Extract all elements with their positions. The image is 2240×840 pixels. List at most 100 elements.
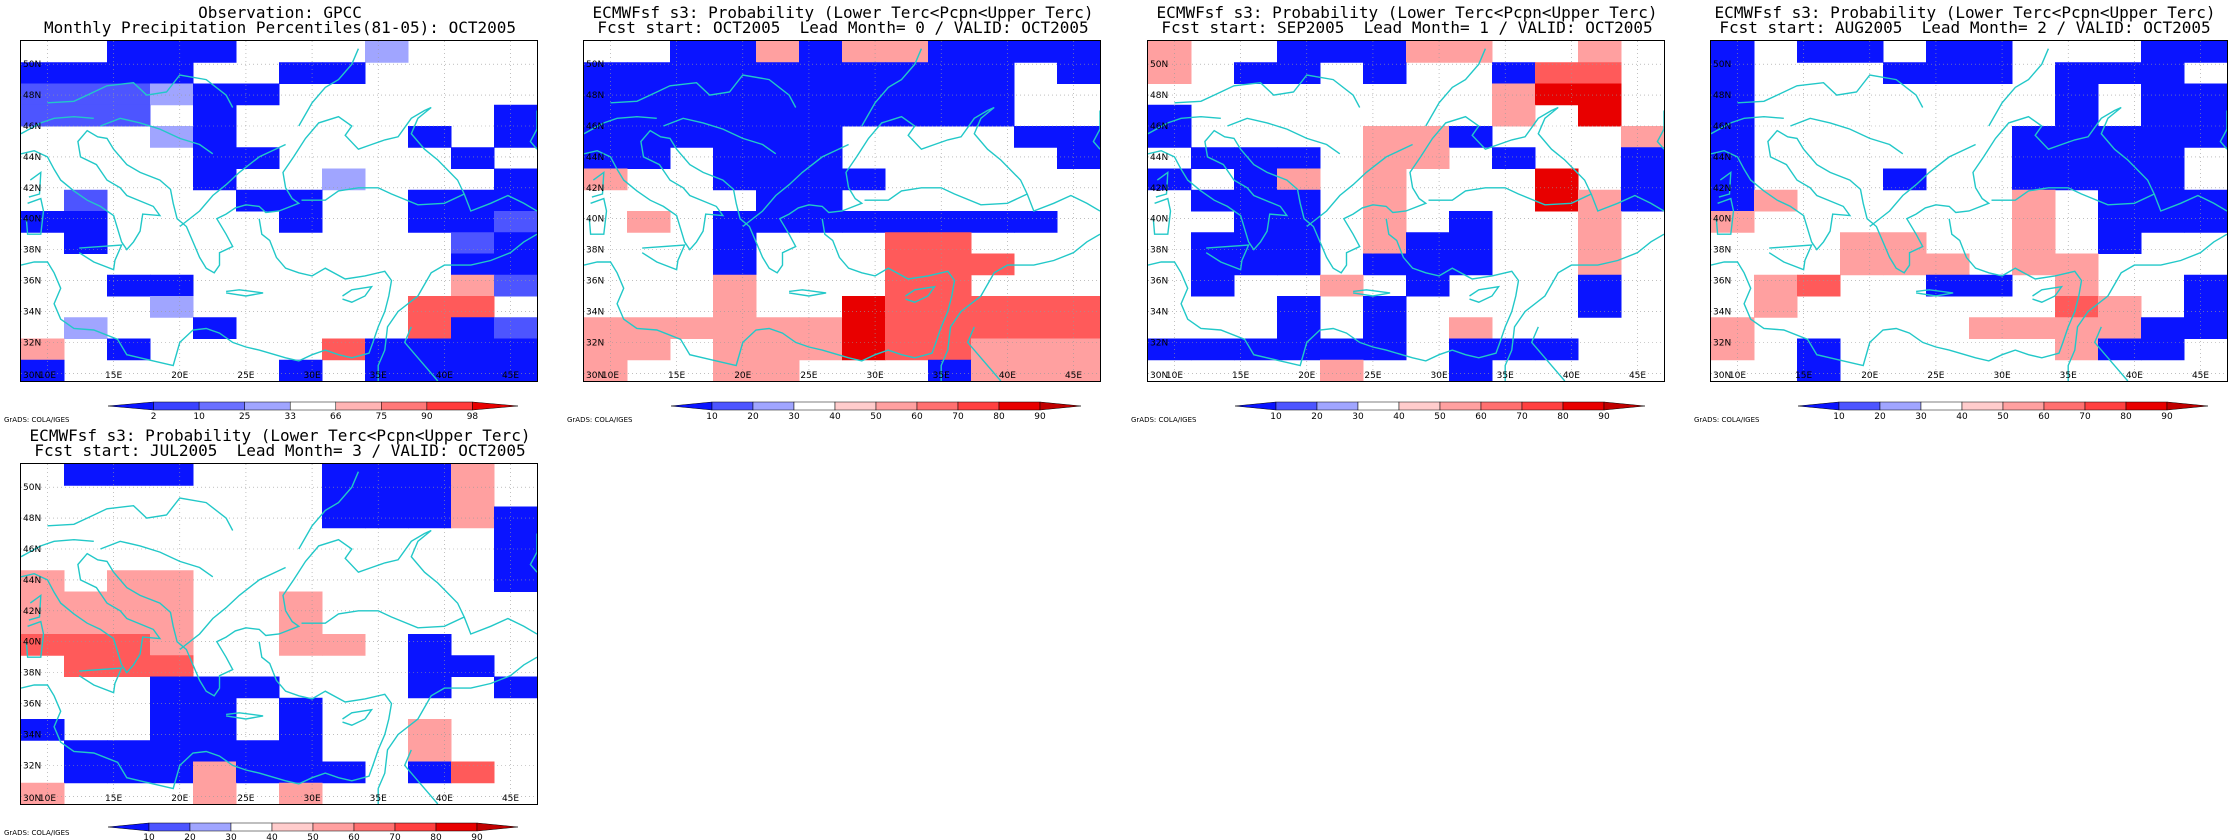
grid-cell xyxy=(64,761,108,784)
legend-swatch xyxy=(1797,401,1840,411)
grid-cell xyxy=(971,317,1015,339)
panel-title-line1: ECMWFsf s3: Probability (Lower Terc<Pcpn… xyxy=(1156,3,1658,22)
grid-cell xyxy=(1363,296,1407,318)
grid-cell xyxy=(1926,253,1970,276)
grid-cell xyxy=(21,62,65,84)
lon-tick-label: 35E xyxy=(370,371,387,381)
grid-cell xyxy=(494,126,537,148)
lon-tick-label: 25E xyxy=(1364,371,1381,381)
lon-tick-label: 30E xyxy=(304,371,321,381)
grid-cell xyxy=(971,338,1015,361)
grid-cell xyxy=(64,83,108,106)
grid-cell xyxy=(1014,41,1058,63)
legend-swatch xyxy=(916,401,959,411)
panel-title-line1: ECMWFsf s3: Probability (Lower Terc<Pcpn… xyxy=(29,426,531,445)
coastline xyxy=(21,529,466,697)
legend-label: 70 xyxy=(389,833,401,840)
grid-cell xyxy=(1363,126,1407,148)
coastline xyxy=(1790,117,1904,155)
grid-cell xyxy=(928,232,972,254)
grid-cell xyxy=(2012,168,2056,191)
grid-cell xyxy=(971,296,1015,318)
grid-cell xyxy=(193,761,237,784)
coastline xyxy=(225,712,264,720)
grid-cell xyxy=(1191,274,1235,297)
grid-cell xyxy=(193,104,237,127)
panel-lead1: ECMWFsf s3: Probability (Lower Terc<Pcpn… xyxy=(1127,0,1687,430)
grid-cell xyxy=(365,485,409,507)
grid-cell xyxy=(670,317,714,339)
legend-swatch xyxy=(957,401,1000,411)
coastline xyxy=(788,289,827,297)
lon-tick-label: 20E xyxy=(1861,371,1878,381)
coastline xyxy=(47,74,234,108)
grid-cell xyxy=(885,41,929,63)
legend-swatch xyxy=(670,401,713,411)
grid-cell xyxy=(64,62,108,84)
grid-cell xyxy=(1406,232,1450,254)
panel-title-line1: Observation: GPCC xyxy=(198,3,362,22)
grid-cell xyxy=(627,126,671,148)
lon-tick-label: 20E xyxy=(1298,371,1315,381)
legend-swatch xyxy=(834,401,877,411)
grid-cell xyxy=(1578,189,1622,212)
map-plot: 10E 15E 20E 25E 30E 35E 40E 45E 32N 34N 36N 38N 40N 4… xyxy=(1147,40,1665,382)
grid-cell xyxy=(1969,62,2013,84)
credit-label: GrADS: COLA/IGES xyxy=(4,416,70,424)
grid-cell xyxy=(2012,147,2056,169)
legend-swatch xyxy=(2166,401,2209,411)
legend-label: 90 xyxy=(1034,412,1046,422)
grid-cell xyxy=(928,296,972,318)
legend-swatch xyxy=(1439,401,1482,411)
legend-swatch xyxy=(2002,401,2045,411)
grid-cell xyxy=(1234,62,1278,84)
legend-label: 33 xyxy=(284,412,295,422)
grid-cell xyxy=(408,634,452,656)
grid-cell xyxy=(279,359,323,381)
legend-swatch xyxy=(1398,401,1441,411)
grid-cell xyxy=(584,62,628,84)
coastline xyxy=(584,106,1029,274)
grid-cell xyxy=(322,338,366,361)
grid-cell xyxy=(971,83,1015,106)
grid-cell xyxy=(1057,147,1100,169)
grid-cell xyxy=(842,104,886,127)
lat-tick-label: 30N xyxy=(586,371,604,381)
grid-cell xyxy=(1621,147,1664,169)
grid-cell xyxy=(1363,41,1407,63)
grid-cell xyxy=(494,168,537,191)
grid-cell xyxy=(1363,168,1407,191)
coastline xyxy=(463,193,537,212)
grid-cell xyxy=(1578,274,1622,297)
grid-cell xyxy=(1148,104,1192,127)
grid-cell xyxy=(150,570,194,592)
legend-colorbar: 10 20 30 40 50 60 70 80 90 xyxy=(1797,401,2209,422)
lat-tick-label: 32N xyxy=(1150,338,1168,348)
legend-swatch xyxy=(381,401,428,411)
lon-tick-label: 15E xyxy=(105,794,122,804)
grid-cell xyxy=(1014,296,1058,318)
grid-cell xyxy=(1057,317,1100,339)
grid-cell xyxy=(1492,338,1536,361)
lon-tick-label: 40E xyxy=(436,794,453,804)
grid-cell xyxy=(928,253,972,276)
grid-cell xyxy=(756,147,800,169)
grid-cell xyxy=(756,62,800,84)
grid-cell xyxy=(2098,211,2142,233)
legend-label: 50 xyxy=(870,412,882,422)
lon-tick-label: 25E xyxy=(800,371,817,381)
grid-cell xyxy=(494,359,537,381)
grid-cell xyxy=(584,359,628,381)
grid-cell xyxy=(451,338,495,361)
grid-cell xyxy=(1621,168,1664,191)
lat-tick-label: 32N xyxy=(23,338,41,348)
panel-title-line1: ECMWFsf s3: Probability (Lower Terc<Pcpn… xyxy=(1714,3,2216,22)
coastline xyxy=(584,115,657,135)
lon-tick-label: 10E xyxy=(1166,371,1183,381)
lon-tick-label: 45E xyxy=(1065,371,1082,381)
coastline xyxy=(403,749,439,804)
grid-cell xyxy=(713,338,757,361)
grid-cell xyxy=(885,232,929,254)
coastline xyxy=(21,115,94,135)
grid-cell xyxy=(971,41,1015,63)
